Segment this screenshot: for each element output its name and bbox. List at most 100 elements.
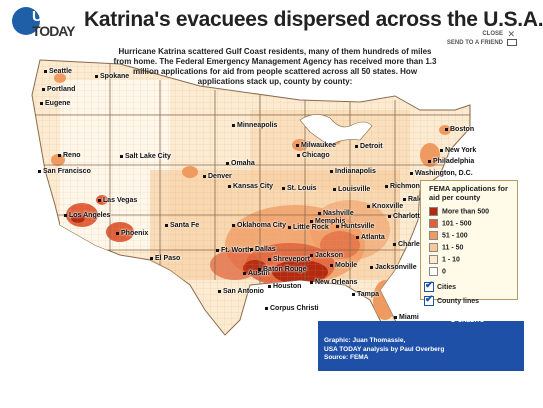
legend-label: More than 500 — [442, 208, 490, 216]
city-label: Detroit — [360, 143, 383, 150]
city-label: Louisville — [338, 186, 371, 193]
city-marker — [355, 144, 358, 148]
city-marker — [296, 143, 299, 147]
legend-item: 101 - 500 — [429, 219, 472, 230]
city-label: Boston — [450, 126, 475, 133]
city-marker — [95, 74, 98, 78]
city-tampa: Tampa — [352, 291, 379, 298]
city-shreveport: Shreveport — [268, 256, 310, 263]
city-marker — [385, 184, 388, 188]
city-el-paso: El Paso — [150, 255, 180, 262]
checkbox-icon[interactable] — [424, 294, 434, 306]
city-label: Eugene — [45, 100, 71, 107]
city-marker — [318, 211, 321, 215]
city-label: Philadelphia — [433, 158, 475, 165]
legend-swatch — [429, 231, 438, 240]
city-marker — [243, 271, 246, 275]
city-label: Minneapolis — [237, 122, 278, 129]
city-marker — [410, 171, 413, 175]
city-marker — [403, 197, 406, 201]
legend-label: 1 - 10 — [442, 256, 460, 264]
city-louisville: Louisville — [333, 186, 370, 193]
city-austin: Austin — [243, 270, 270, 277]
city-marker — [356, 235, 359, 239]
city-label: Spokane — [100, 73, 130, 80]
city-marker — [228, 184, 231, 188]
city-washington: Washington, D.C. — [410, 170, 473, 177]
legend-swatch — [429, 267, 438, 276]
city-charlotte: Charlotte — [388, 213, 424, 220]
city-marker — [428, 159, 431, 163]
city-label: Los Angeles — [69, 212, 111, 219]
city-marker — [232, 223, 235, 227]
city-label: Salt Lake City — [125, 153, 171, 160]
city-label: Indianapolis — [335, 168, 376, 175]
city-chicago: Chicago — [297, 152, 330, 159]
city-omaha: Omaha — [226, 160, 255, 167]
map-legend: FEMA applications for aid per county Mor… — [420, 180, 518, 300]
city-label: Charlotte — [393, 213, 424, 220]
usa-today-logo: USA TODAY — [12, 6, 75, 42]
city-label: Memphis — [315, 218, 346, 225]
city-charleston: Charleston — [393, 241, 435, 248]
city-nashville: Nashville — [318, 210, 354, 217]
credits-toggle[interactable]: ▲ CREDITS — [450, 318, 484, 324]
city-new-york: New York — [440, 147, 476, 154]
logo-text-usa: USA — [32, 8, 62, 25]
credits-line: Source: FEMA — [324, 354, 369, 361]
city-marker — [445, 127, 448, 131]
legend-swatch — [429, 219, 438, 228]
city-marker — [268, 284, 271, 288]
city-marker — [282, 186, 285, 190]
close-icon[interactable]: ✕ — [507, 29, 515, 39]
city-marker — [310, 253, 313, 257]
credits-line: USA TODAY analysis by Paul Overberg — [324, 345, 445, 353]
logo-text-today: TODAY — [32, 23, 75, 39]
city-label: Shreveport — [273, 256, 310, 263]
city-dallas: Dallas — [250, 246, 276, 253]
county-lines-toggle[interactable]: County lines — [424, 294, 480, 308]
city-label: Denver — [208, 173, 232, 180]
great-lakes — [299, 114, 373, 147]
city-marker — [394, 315, 397, 319]
city-minneapolis: Minneapolis — [232, 122, 277, 129]
city-label: Omaha — [231, 160, 255, 167]
cities-toggle[interactable]: Cities — [424, 280, 456, 294]
city-label: Little Rock — [293, 224, 329, 231]
city-label: Portland — [47, 86, 76, 93]
toggle-label: County lines — [437, 297, 480, 305]
city-las-vegas: Las Vegas — [98, 197, 137, 204]
city-label: New York — [445, 147, 477, 154]
city-boston: Boston — [445, 126, 474, 133]
city-corpus-christi: Corpus Christi — [265, 305, 319, 312]
city-label: Baton Rouge — [263, 266, 307, 273]
city-label: San Francisco — [43, 168, 91, 175]
city-marker — [388, 214, 391, 218]
close-link[interactable]: CLOSE — [482, 31, 503, 37]
city-richmond: Richmond — [385, 183, 424, 190]
city-marker — [64, 213, 67, 217]
city-label: Corpus Christi — [270, 305, 319, 312]
city-marker — [336, 224, 339, 228]
city-baton-rouge: Baton Rouge — [258, 266, 307, 273]
city-marker — [297, 153, 300, 157]
checkbox-icon[interactable] — [424, 280, 434, 292]
send-to-friend-link[interactable]: SEND TO A FRIEND — [446, 40, 503, 46]
city-st-louis: St. Louis — [282, 185, 317, 192]
city-marker — [38, 169, 41, 173]
city-label: Nashville — [323, 210, 354, 217]
city-marker — [98, 198, 101, 202]
city-spokane: Spokane — [95, 73, 129, 80]
city-label: Richmond — [390, 183, 425, 190]
legend-item: 11 - 50 — [429, 243, 463, 254]
city-label: Jacksonville — [375, 264, 417, 271]
city-label: Houston — [273, 283, 302, 290]
city-marker — [58, 153, 61, 157]
city-marker — [310, 280, 313, 284]
city-eugene: Eugene — [40, 100, 70, 107]
envelope-icon[interactable] — [507, 39, 517, 46]
city-phoenix: Phoenix — [116, 230, 148, 237]
city-marker — [218, 289, 221, 293]
city-marker — [165, 223, 168, 227]
legend-item: More than 500 — [429, 207, 489, 218]
